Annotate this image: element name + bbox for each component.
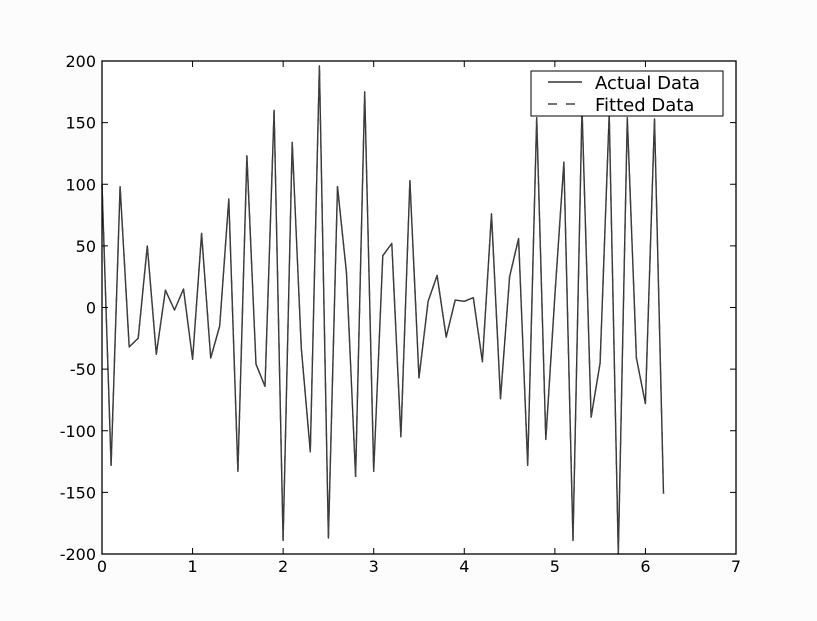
x-tick-label: 4: [459, 557, 469, 576]
x-tick-label: 5: [550, 557, 560, 576]
x-tick-label: 0: [97, 557, 107, 576]
legend: Actual Data Fitted Data: [530, 70, 724, 117]
y-tick-label: 0: [86, 299, 96, 318]
x-tick-label: 2: [278, 557, 288, 576]
x-tick-label: 7: [731, 557, 741, 576]
series-layer: [101, 65, 665, 555]
legend-label-fitted-data: Fitted Data: [595, 95, 694, 116]
y-tick-label: -50: [70, 360, 96, 379]
x-tick-label: 1: [187, 557, 197, 576]
tick-layer: 0 1 2 3 4 5 6 7 200 150 100 50 0 -50 -100 -150 -200: [60, 52, 741, 576]
y-tick-label: -100: [60, 422, 96, 441]
y-tick-label: 200: [65, 52, 96, 71]
legend-label-actual-data: Actual Data: [595, 73, 700, 94]
series-line-fitted-data: [101, 65, 665, 555]
y-tick-label: 50: [76, 237, 96, 256]
y-tick-label: -200: [60, 545, 96, 564]
legend-box: [530, 70, 724, 117]
y-tick-label: 100: [65, 175, 96, 194]
plot-area: [102, 61, 736, 554]
y-tick-label: -150: [60, 483, 96, 502]
x-tick-label: 3: [369, 557, 379, 576]
x-tick-label: 6: [640, 557, 650, 576]
y-tick-label: 150: [65, 114, 96, 133]
